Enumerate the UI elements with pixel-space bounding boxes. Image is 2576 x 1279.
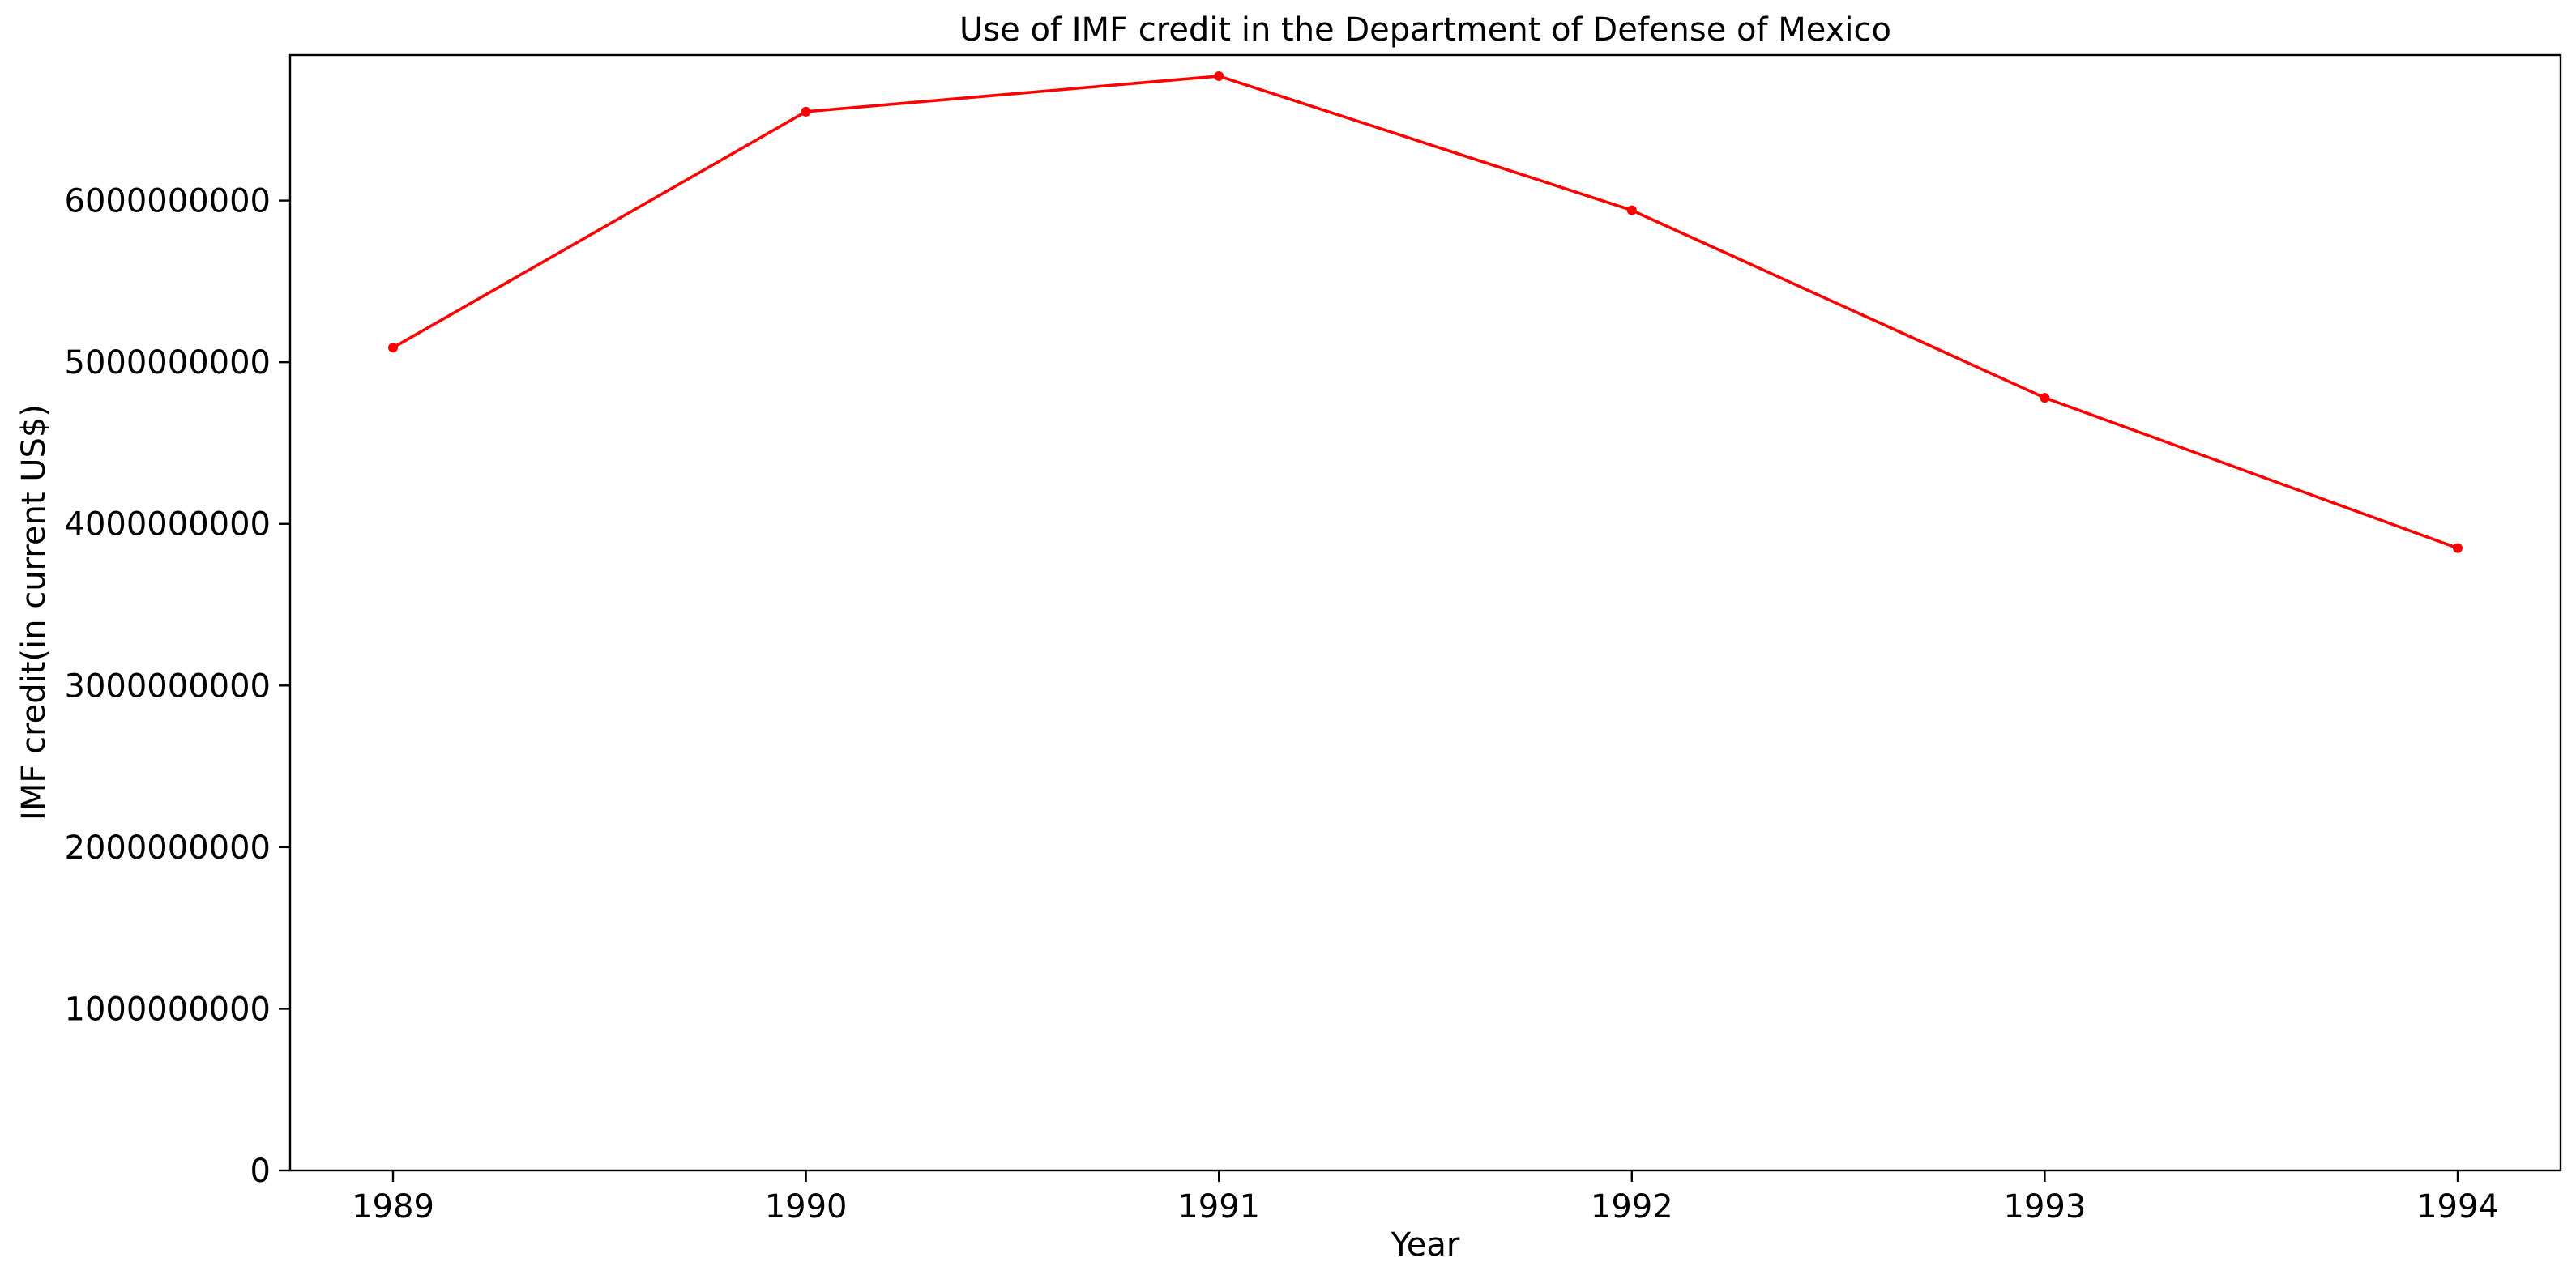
x-axis: 1989 1990 1991 1992 1993 1994 xyxy=(352,1170,2499,1226)
x-tick-label: 1990 xyxy=(765,1188,848,1226)
data-point-1989 xyxy=(388,343,398,353)
data-point-1990 xyxy=(801,106,811,117)
series-layer xyxy=(388,70,2463,553)
y-tick-label: 1000000000 xyxy=(65,991,271,1028)
plot-area-frame xyxy=(288,53,2562,1172)
y-tick-label: 6000000000 xyxy=(65,183,271,220)
x-tick-label: 1989 xyxy=(352,1188,434,1226)
y-axis-title: IMF credit(in current US$) xyxy=(15,404,53,821)
data-point-1993 xyxy=(2040,393,2050,403)
x-tick-label: 1991 xyxy=(1177,1188,1260,1226)
x-tick-label: 1994 xyxy=(2416,1188,2499,1226)
y-tick-label: 0 xyxy=(250,1153,271,1190)
y-tick-label: 2000000000 xyxy=(65,829,271,867)
y-tick-label: 5000000000 xyxy=(65,344,271,382)
data-point-1991 xyxy=(1214,70,1224,81)
y-tick-label: 4000000000 xyxy=(65,506,271,544)
series-line xyxy=(392,75,2459,550)
y-tick-label: 3000000000 xyxy=(65,667,271,705)
y-axis: 0 1000000000 2000000000 3000000000 400000000… xyxy=(65,183,290,1190)
x-axis-title: Year xyxy=(1391,1226,1460,1264)
chart-title: Use of IMF credit in the Department of D… xyxy=(959,11,1891,49)
x-tick-label: 1993 xyxy=(2004,1188,2087,1226)
x-tick-label: 1992 xyxy=(1591,1188,1673,1226)
data-point-1994 xyxy=(2453,543,2463,553)
data-point-1992 xyxy=(1626,205,1637,215)
